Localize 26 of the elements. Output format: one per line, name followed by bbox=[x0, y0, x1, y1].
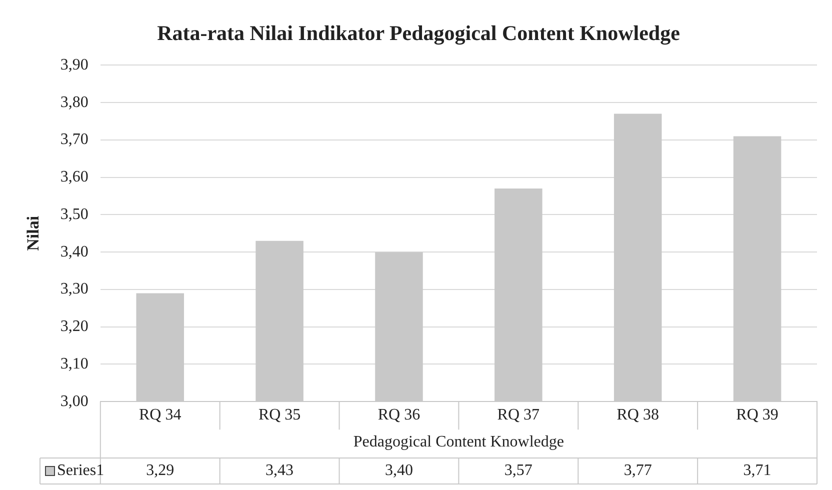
data-label: 3,71 bbox=[743, 462, 772, 480]
y-tick-label: 3,60 bbox=[60, 168, 88, 186]
x-tick-label: RQ 39 bbox=[736, 406, 778, 424]
data-label: 3,43 bbox=[266, 462, 294, 480]
legend-label: Series1 bbox=[57, 462, 104, 480]
y-tick-label: 3,20 bbox=[60, 318, 88, 336]
x-tick-label: RQ 36 bbox=[378, 406, 420, 424]
data-label: 3,57 bbox=[504, 462, 532, 480]
y-tick-label: 3,70 bbox=[60, 131, 88, 148]
data-label: 3,40 bbox=[384, 462, 413, 480]
x-axis-title: Pedagogical Content Knowledge bbox=[353, 434, 564, 451]
y-tick-label: 3,30 bbox=[60, 280, 88, 298]
y-tick-label: 3,00 bbox=[60, 392, 88, 410]
y-tick-label: 3,40 bbox=[60, 243, 88, 260]
y-tick-label: 3,80 bbox=[60, 94, 88, 111]
y-tick-label: 3,50 bbox=[60, 206, 88, 223]
x-tick-label: RQ 38 bbox=[616, 406, 659, 424]
x-tick-label: RQ 37 bbox=[497, 406, 540, 424]
x-tick-label: RQ 34 bbox=[139, 406, 182, 424]
chart-title: Rata-rata Nilai Indikator Pedagogical Content Knowledge bbox=[157, 21, 680, 46]
y-axis-title: Nilai bbox=[24, 216, 43, 251]
x-tick-label: RQ 35 bbox=[258, 406, 301, 424]
y-tick-label: 3,90 bbox=[60, 56, 88, 74]
data-label: 3,29 bbox=[146, 462, 174, 480]
data-label: 3,77 bbox=[624, 462, 652, 480]
y-tick-label: 3,10 bbox=[60, 355, 88, 372]
